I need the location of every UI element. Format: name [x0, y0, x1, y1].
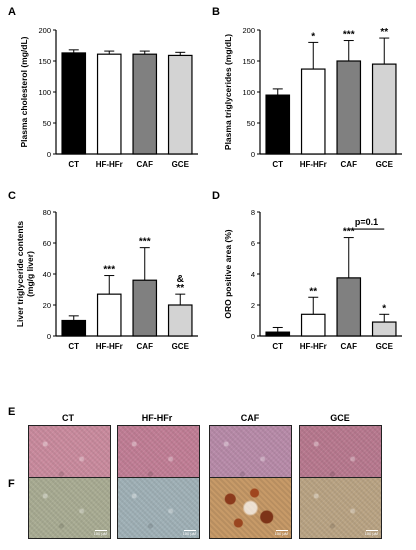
significance-mark: ***	[343, 30, 355, 41]
y-tick-label: 2	[251, 301, 255, 310]
bar-gce	[371, 63, 397, 155]
x-tick-label: CT	[68, 342, 79, 351]
panel-letter-d: D	[212, 190, 220, 202]
x-tick-label: CAF	[137, 342, 154, 351]
micrograph-label-gce: GCE	[330, 413, 350, 423]
x-tick-label: GCE	[376, 160, 394, 169]
panel-letter-e: E	[8, 406, 16, 418]
bar-caf	[132, 53, 158, 155]
significance-mark: *	[311, 31, 315, 42]
bar-caf	[336, 277, 362, 337]
scale-bar-label: 100 µM	[93, 531, 107, 536]
y-tick-label: 8	[251, 208, 255, 217]
chart-oro-positive-area: 0 2 4 6 8 ORO positive area (%) CT HF-HFr ** CAF *…	[223, 208, 402, 351]
x-tick-label: GCE	[172, 160, 190, 169]
x-tick-label: CAF	[341, 342, 358, 351]
chart-liver-triglycerides: 0 20 40 60 80 Liver triglyceride contents(mg/…	[15, 208, 198, 351]
significance-mark: &	[177, 274, 184, 285]
chart-plasma-cholesterol: 0 50 100 150 200 Plasma cholesterol (mg/dL) CT…	[19, 26, 198, 169]
x-tick-label: GCE	[376, 342, 394, 351]
bar-gce	[167, 54, 193, 155]
y-axis-label: Plasma triglycerides (mg/dL)	[223, 34, 233, 150]
he-micrograph-caf: 100 µM	[209, 425, 292, 487]
significance-mark: **	[380, 27, 388, 38]
y-tick-label: 50	[43, 119, 51, 128]
y-axis-label: Plasma cholesterol (mg/dL)	[19, 36, 29, 147]
x-tick-label: CT	[272, 160, 283, 169]
micrograph-label-hf-hfr: HF-HFr	[141, 413, 173, 423]
chart-plasma-triglycerides: 0 50 100 150 200 Plasma triglycerides (mg/dL)…	[223, 26, 402, 169]
y-tick-label: 4	[251, 270, 255, 279]
comparison-label: p=0.1	[355, 217, 378, 227]
x-tick-label: CAF	[341, 160, 358, 169]
bar-gce	[371, 321, 397, 337]
x-tick-label: HF-HFr	[300, 342, 327, 351]
scale-bar-label: 100 µM	[274, 531, 288, 536]
scale-bar-label: 100 µM	[364, 531, 378, 536]
y-tick-label: 50	[247, 119, 255, 128]
x-tick-label: GCE	[172, 342, 190, 351]
x-tick-label: CT	[68, 160, 79, 169]
he-micrograph-ct: 100 µM	[28, 425, 111, 487]
y-tick-label: 0	[47, 150, 51, 159]
y-tick-label: 0	[251, 332, 255, 341]
oro-micrograph-ct: 100 µM	[28, 477, 111, 539]
scale-bar	[366, 530, 378, 531]
significance-mark: ***	[139, 237, 151, 248]
x-tick-label: HF-HFr	[300, 160, 327, 169]
y-tick-label: 200	[242, 26, 255, 35]
micrograph-label-ct: CT	[62, 413, 74, 423]
significance-mark: **	[176, 283, 184, 294]
y-axis-label: ORO positive area (%)	[223, 229, 233, 318]
panel-letter-c: C	[8, 190, 16, 202]
x-tick-label: CT	[272, 342, 283, 351]
significance-mark: ***	[103, 265, 115, 276]
y-tick-label: 60	[43, 239, 51, 248]
x-tick-label: CAF	[137, 160, 154, 169]
panel-letter-b: B	[212, 6, 220, 18]
bar-hf-hfr	[96, 53, 122, 155]
oro-micrograph-caf: 100 µM	[209, 477, 292, 539]
bar-caf	[336, 60, 362, 155]
y-tick-label: 0	[251, 150, 255, 159]
significance-mark: *	[382, 303, 386, 314]
panel-letter-f: F	[8, 478, 15, 490]
scale-bar	[95, 530, 107, 531]
oro-micrograph-gce: 100 µM	[299, 477, 382, 539]
significance-mark: ***	[343, 227, 355, 238]
bar-ct	[265, 94, 291, 155]
x-tick-label: HF-HFr	[96, 342, 123, 351]
y-tick-label: 20	[43, 301, 51, 310]
panel-letter-a: A	[8, 6, 16, 18]
y-tick-label: 150	[242, 57, 255, 66]
scale-bar-label: 100 µM	[182, 531, 196, 536]
y-tick-label: 150	[38, 57, 51, 66]
bar-gce	[167, 304, 193, 337]
y-tick-label: 100	[38, 88, 51, 97]
he-micrograph-hf-hfr: 100 µM	[117, 425, 200, 487]
y-axis-label: Liver triglyceride contents(mg/g liver)	[15, 221, 35, 328]
bar-ct	[265, 331, 291, 337]
y-tick-label: 100	[242, 88, 255, 97]
y-tick-label: 6	[251, 239, 255, 248]
scale-bar	[184, 530, 196, 531]
bar-ct	[61, 319, 87, 337]
micrograph-label-caf: CAF	[240, 413, 260, 423]
bar-ct	[61, 52, 87, 155]
oro-micrograph-hf-hfr: 100 µM	[117, 477, 200, 539]
he-micrograph-gce: 100 µM	[299, 425, 382, 487]
y-tick-label: 0	[47, 332, 51, 341]
x-tick-label: HF-HFr	[96, 160, 123, 169]
bar-hf-hfr	[96, 293, 122, 337]
significance-mark: **	[309, 286, 317, 297]
y-tick-label: 40	[43, 270, 51, 279]
y-tick-label: 80	[43, 208, 51, 217]
y-tick-label: 200	[38, 26, 51, 35]
scale-bar	[276, 530, 288, 531]
bar-hf-hfr	[300, 68, 326, 155]
bar-caf	[132, 279, 158, 337]
bar-hf-hfr	[300, 313, 326, 337]
